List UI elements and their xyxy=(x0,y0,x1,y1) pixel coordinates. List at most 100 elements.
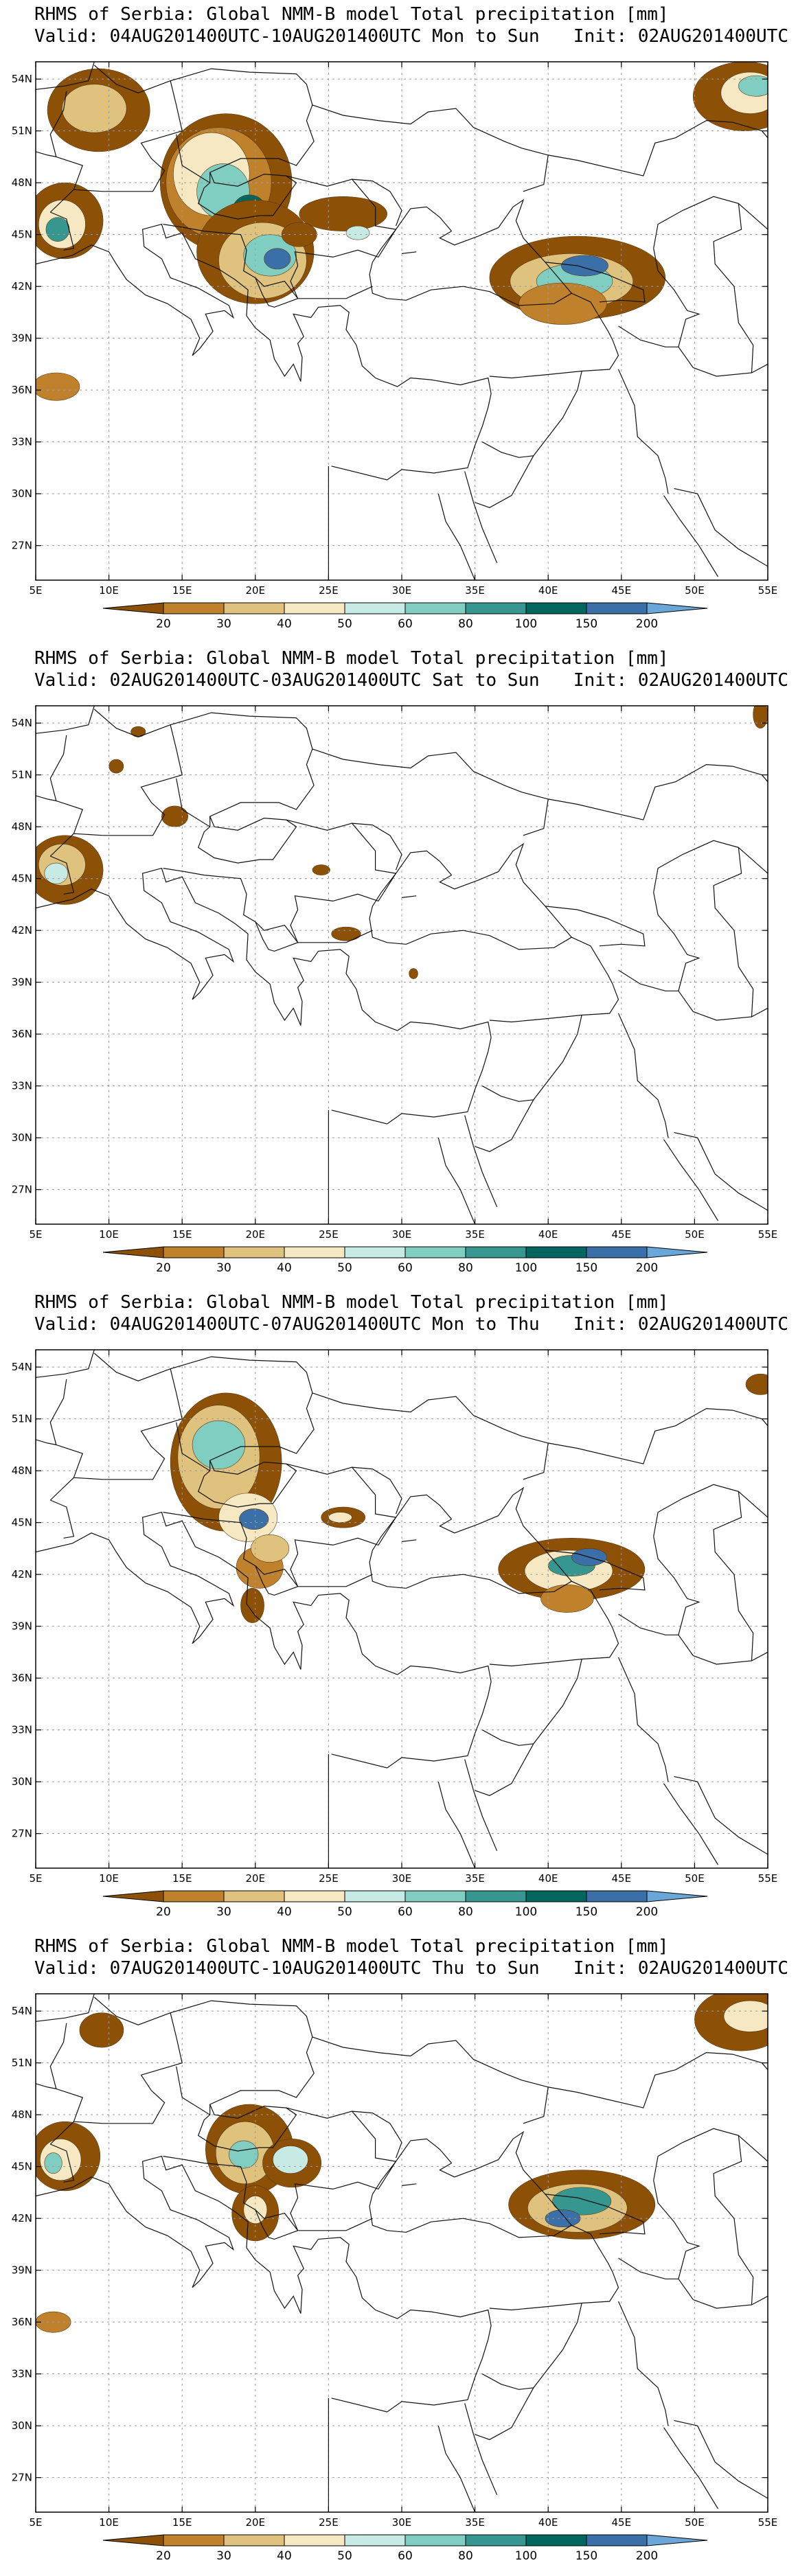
precipitation-area xyxy=(239,1508,269,1530)
coastline xyxy=(49,1353,183,1480)
lat-label: 42N xyxy=(12,1568,32,1580)
lon-label: 45E xyxy=(612,584,632,597)
lat-label: 39N xyxy=(12,332,32,345)
lat-label: 42N xyxy=(12,280,32,292)
coastline xyxy=(36,2083,56,2089)
colorbar-box xyxy=(404,1246,466,1258)
colorbar-box xyxy=(465,2534,527,2546)
colorbar-box xyxy=(525,1890,587,1902)
colorbar-label: 80 xyxy=(458,617,473,631)
coastline xyxy=(36,706,95,734)
coastline xyxy=(369,842,573,950)
colorbar-arrow-left xyxy=(102,1246,164,1258)
lat-label: 27N xyxy=(12,1184,32,1196)
lon-label: 35E xyxy=(465,1872,485,1885)
lat-label: 27N xyxy=(12,540,32,552)
lon-label: 55E xyxy=(758,1872,778,1885)
coastline xyxy=(401,251,417,254)
lat-label: 42N xyxy=(12,2212,32,2224)
colorbar-box xyxy=(284,1246,345,1258)
coastline xyxy=(475,1099,534,1152)
coastline xyxy=(548,119,768,176)
precipitation-area xyxy=(62,84,127,133)
coastline xyxy=(197,172,297,220)
coastline xyxy=(49,1477,74,1501)
coastline xyxy=(653,1484,754,1665)
coastline xyxy=(475,2387,534,2440)
colorbar-box xyxy=(284,602,345,614)
valid-period: Valid: 07AUG201400UTC-10AUG201400UTC Thu… xyxy=(34,1958,540,1979)
coastline xyxy=(312,2036,549,2124)
lon-label: 15E xyxy=(172,584,192,597)
coastline xyxy=(472,1790,498,1852)
colorbar-label: 30 xyxy=(216,1905,231,1919)
colorbar-label: 40 xyxy=(277,2549,292,2563)
lon-label: 10E xyxy=(99,1872,119,1885)
coastline xyxy=(545,262,646,303)
colorbar-label: 60 xyxy=(398,1905,413,1919)
map-content xyxy=(36,706,768,1224)
coastline xyxy=(464,471,475,503)
lat-label: 48N xyxy=(12,1464,32,1477)
colorbar-label: 30 xyxy=(216,617,231,631)
panel-title: RHMS of Serbia: Global NMM-B model Total… xyxy=(34,4,669,25)
lon-label: 30E xyxy=(392,1872,412,1885)
precipitation-area xyxy=(44,862,69,884)
coastline xyxy=(286,1463,397,1587)
lat-label: 48N xyxy=(12,176,32,189)
coastline xyxy=(36,223,492,481)
lon-label: 45E xyxy=(612,1872,632,1885)
lat-label: 45N xyxy=(12,873,32,885)
colorbar-label: 40 xyxy=(277,617,292,631)
lon-label: 30E xyxy=(392,1228,412,1241)
forecast-panel-3: RHMS of Serbia: Global NMM-B model Total… xyxy=(0,1288,798,1932)
colorbar-label: 50 xyxy=(337,1905,352,1919)
coastline xyxy=(401,2183,417,2186)
colorbar-box xyxy=(586,602,648,614)
map-content xyxy=(36,1994,768,2512)
lat-label: 27N xyxy=(12,1828,32,1840)
coastline xyxy=(464,2403,475,2435)
lon-label: 50E xyxy=(685,1228,705,1241)
colorbar-label: 200 xyxy=(636,2549,658,2563)
coastline xyxy=(401,1539,417,1542)
lon-label: 30E xyxy=(392,2516,412,2529)
precipitation-area xyxy=(552,2187,612,2216)
coastline xyxy=(437,2426,476,2512)
colorbar-box xyxy=(586,1890,648,1902)
lat-label: 51N xyxy=(12,769,32,781)
lon-label: 15E xyxy=(172,1228,192,1241)
coastline xyxy=(617,369,669,494)
colorbar-box xyxy=(163,1246,225,1258)
coastline xyxy=(49,189,74,213)
coastline xyxy=(36,795,56,801)
colorbar-arrow-right xyxy=(646,1246,708,1258)
colorbar-label: 60 xyxy=(398,617,413,631)
coastline xyxy=(545,1550,646,1591)
coastline xyxy=(617,1013,669,1138)
precipitation-area xyxy=(331,926,361,941)
colorbar-label: 50 xyxy=(337,617,352,631)
coastline xyxy=(170,712,315,828)
coastline xyxy=(472,1146,498,1208)
init-time: Init: 02AUG201400UTC xyxy=(573,1958,788,1979)
lat-label: 48N xyxy=(12,2108,32,2121)
colorbar-arrow-right xyxy=(646,602,708,614)
coastline xyxy=(751,363,768,373)
coastline xyxy=(369,1486,573,1594)
lon-label: 25E xyxy=(319,1872,339,1885)
colorbar-label: 30 xyxy=(216,1261,231,1275)
lat-label: 36N xyxy=(12,1672,32,1684)
coastline xyxy=(50,211,75,251)
coastline xyxy=(352,179,402,227)
precipitation-area xyxy=(273,2146,308,2174)
precipitation-area xyxy=(45,217,70,242)
coastline xyxy=(197,1460,297,1508)
lat-label: 51N xyxy=(12,1413,32,1425)
coastline xyxy=(674,488,768,567)
coastline xyxy=(653,196,754,377)
coastline xyxy=(36,1350,95,1378)
coastline xyxy=(617,2301,669,2426)
forecast-panel-1: RHMS of Serbia: Global NMM-B model Total… xyxy=(0,0,798,644)
precipitation-area xyxy=(251,1534,290,1563)
